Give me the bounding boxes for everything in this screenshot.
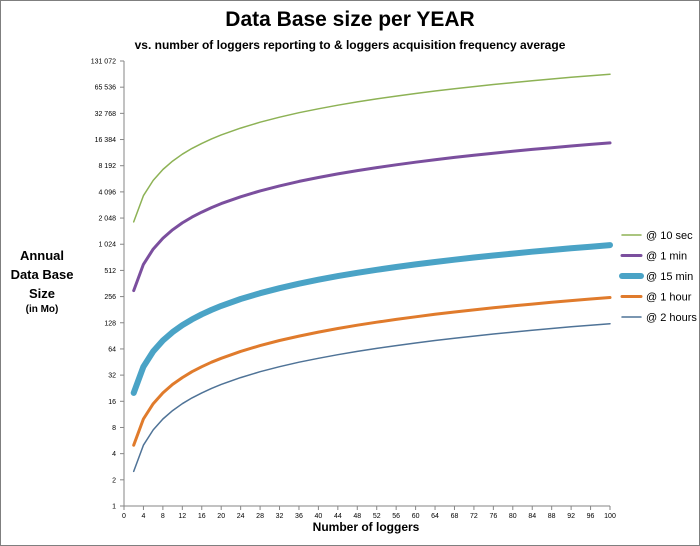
y-tick-label: 2 048: [98, 216, 116, 223]
y-tick-label: 64: [108, 346, 116, 353]
x-tick-label: 64: [431, 513, 439, 520]
x-tick-label: 60: [412, 513, 420, 520]
x-tick-label: 92: [567, 513, 575, 520]
x-tick-label: 80: [509, 513, 517, 520]
x-tick-label: 24: [237, 513, 245, 520]
chart-subtitle: vs. number of loggers reporting to & log…: [134, 38, 566, 52]
x-tick-label: 40: [315, 513, 323, 520]
y-tick-label: 32 768: [95, 111, 117, 118]
y-tick-label: 8 192: [98, 163, 116, 170]
x-tick-label: 8: [161, 513, 165, 520]
y-tick-label: 512: [104, 268, 116, 275]
y-tick-label: 4 096: [98, 189, 116, 196]
x-tick-label: 96: [587, 513, 595, 520]
legend-label-4: @ 2 hours: [646, 312, 697, 324]
series-line-2: [130, 242, 613, 396]
x-tick-label: 52: [373, 513, 381, 520]
series-line-3: [132, 296, 612, 447]
y-tick-label: 32: [108, 373, 116, 380]
x-tick-label: 84: [528, 513, 536, 520]
y-tick-label: 2: [112, 477, 116, 484]
y-tick-label: 256: [104, 294, 116, 301]
x-tick-label: 44: [334, 513, 342, 520]
legend: @ 10 sec @ 1 min @ 15 min @ 1 hour @ 2 hours: [619, 230, 697, 324]
x-tick-label: 100: [604, 513, 616, 520]
y-tick-label: 16 384: [95, 137, 117, 144]
x-tick-label: 32: [276, 513, 284, 520]
series-lines: [130, 73, 613, 473]
x-tick-label: 20: [217, 513, 225, 520]
x-tick-label: 16: [198, 513, 206, 520]
x-tick-label: 48: [353, 513, 361, 520]
x-tick-label: 72: [470, 513, 478, 520]
y-tick-label: 8: [112, 425, 116, 432]
chart-title: Data Base size per YEAR: [225, 8, 475, 31]
x-tick-label: 88: [548, 513, 556, 520]
x-tick-label: 68: [451, 513, 459, 520]
legend-label-3: @ 1 hour: [646, 292, 692, 304]
x-tick-label: 0: [122, 513, 126, 520]
y-tick-label: 131 072: [91, 59, 116, 66]
x-tick-label: 56: [392, 513, 400, 520]
x-tick-label: 12: [178, 513, 186, 520]
series-line-4: [132, 322, 611, 473]
series-line-1: [132, 141, 612, 293]
x-axis-label: Number of loggers: [312, 520, 420, 534]
legend-label-2: @ 15 min: [646, 271, 693, 283]
y-tick-label: 16: [108, 399, 116, 406]
y-axis-label: Annual Data Base Size (in Mo): [6, 246, 78, 316]
x-tick-label: 76: [489, 513, 497, 520]
y-tick-label: 128: [104, 320, 116, 327]
y-axis-label-text: Annual Data Base Size: [10, 248, 74, 301]
series-line-0: [132, 73, 611, 223]
x-tick-label: 28: [256, 513, 264, 520]
y-tick-label: 1 024: [98, 242, 116, 249]
y-axis-unit: (in Mo): [25, 304, 59, 315]
y-tick-label: 1: [112, 504, 116, 511]
x-tick-label: 4: [141, 513, 145, 520]
legend-label-0: @ 10 sec: [646, 230, 693, 242]
y-tick-label: 4: [112, 451, 116, 458]
x-tick-label: 36: [295, 513, 303, 520]
y-tick-label: 65 536: [95, 85, 117, 92]
legend-label-1: @ 1 min: [646, 251, 687, 263]
